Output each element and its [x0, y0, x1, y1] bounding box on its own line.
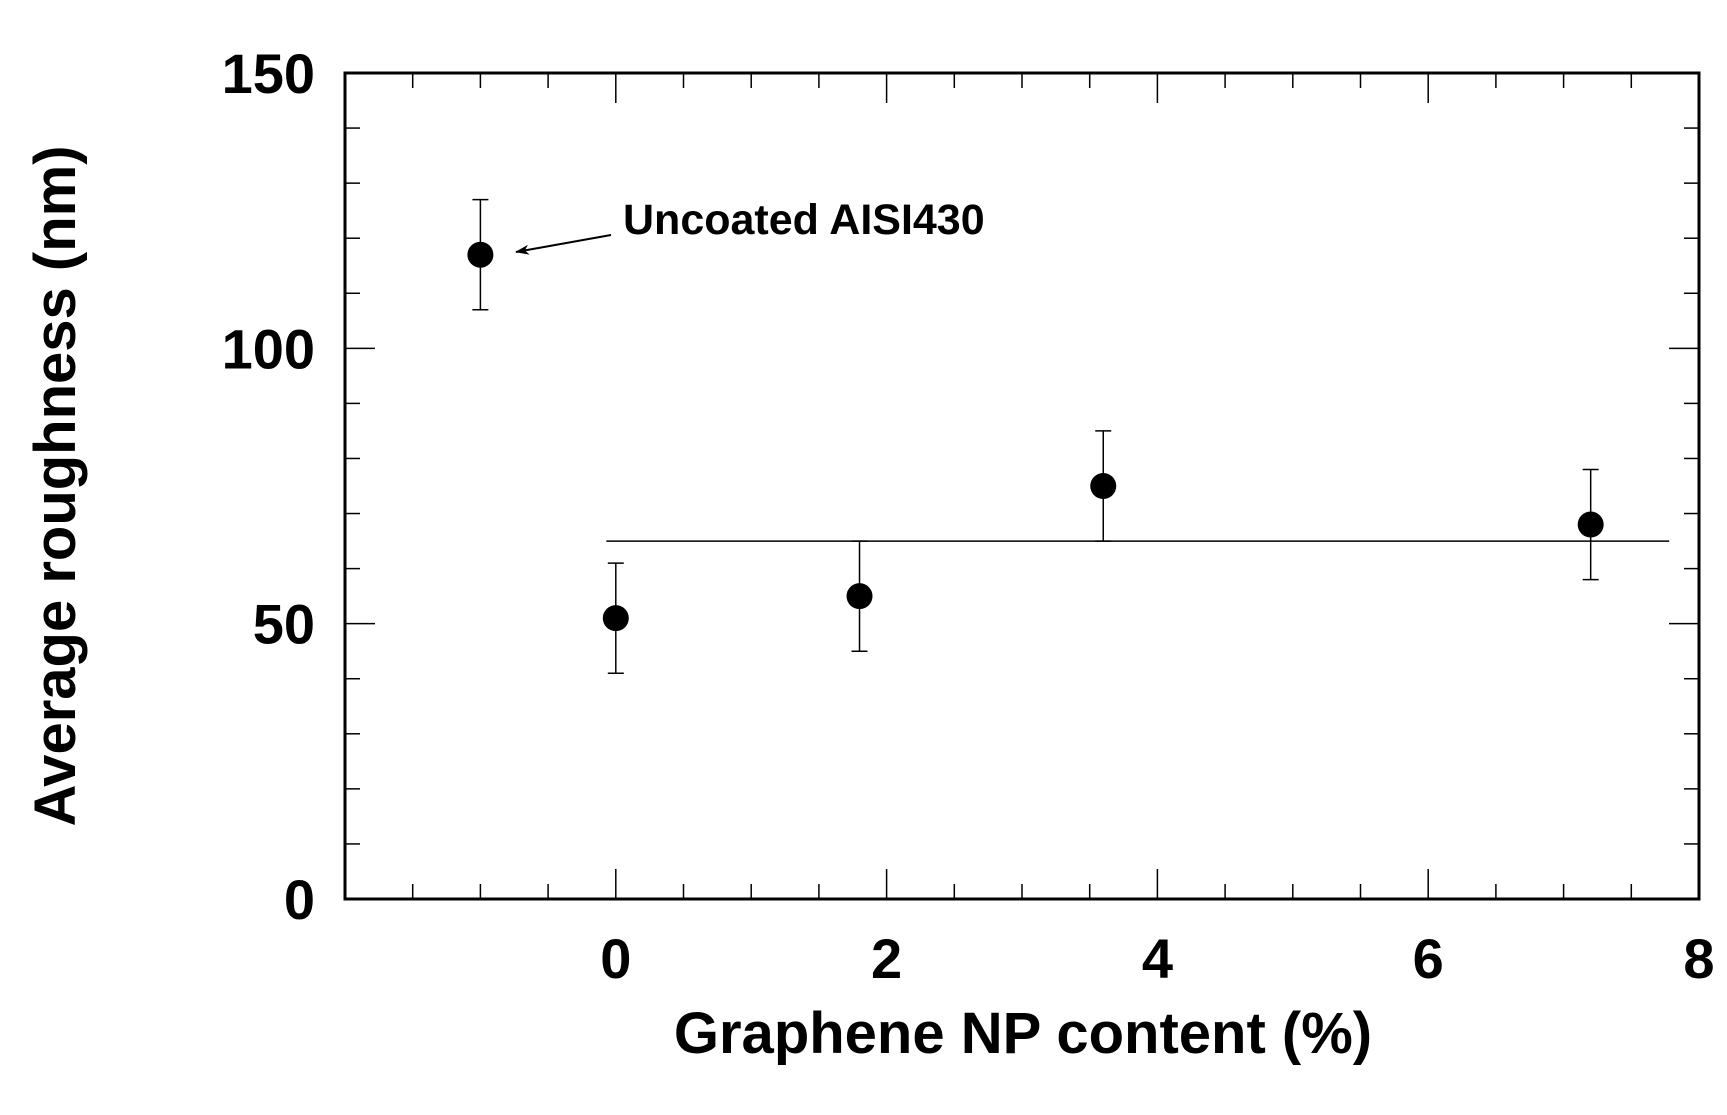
x-tick-label: 2: [871, 927, 902, 990]
x-axis-label: Graphene NP content (%): [674, 1001, 1372, 1066]
y-tick-label: 150: [222, 42, 315, 105]
point: [1090, 473, 1117, 499]
x-tick-label: 6: [1413, 927, 1444, 990]
point: [467, 241, 494, 268]
annotation-arrow: [515, 234, 612, 255]
x-tick-label: 8: [1683, 927, 1714, 990]
x-tick-label: 0: [600, 927, 631, 990]
y-axis-label: Average roughness (nm): [23, 145, 88, 826]
x-tick-label: 4: [1142, 927, 1173, 990]
y-tick-label: 100: [222, 317, 315, 380]
point: [602, 605, 629, 632]
y-tick-label: 50: [253, 593, 315, 656]
plot-frame: [343, 71, 1701, 901]
annotation: Uncoated AISI430: [623, 196, 985, 244]
point: [1577, 511, 1604, 538]
y-tick-label: 0: [284, 868, 315, 931]
point: [846, 583, 873, 610]
